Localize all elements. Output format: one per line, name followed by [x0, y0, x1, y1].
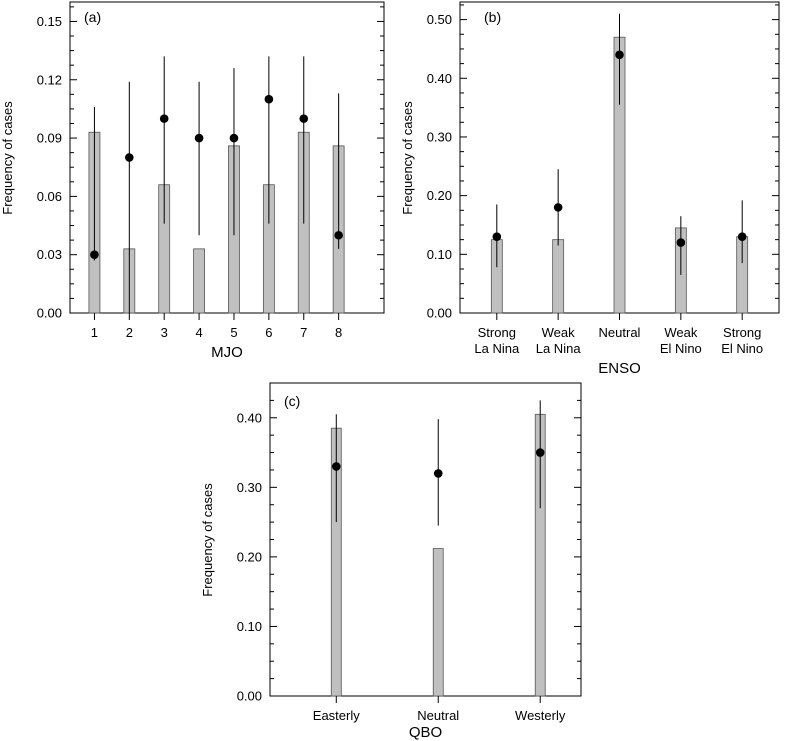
x-tick-label: 2: [126, 325, 133, 340]
y-axis-label: Frequency of cases: [400, 101, 415, 215]
y-tick-label: 0.30: [427, 129, 452, 144]
data-point: [331, 462, 341, 471]
x-tick-label: Easterly: [313, 708, 360, 723]
data-point: [676, 238, 686, 247]
panel-label: (b): [484, 9, 501, 25]
data-point: [229, 133, 239, 143]
x-tick-label: Neutral: [599, 325, 641, 340]
y-tick-label: 0.00: [427, 306, 452, 321]
panel-a-mjo: 0.00 0.03 0.06 0.09 0.12 0.15 Frequency of cas…: [0, 1, 385, 361]
panel-b-enso: 0.00 0.10 0.20 0.30 0.40 0.50 Frequency of cas…: [400, 1, 780, 377]
x-tick-label: Weak La Nina: [536, 325, 582, 356]
y-tick-label: 0.20: [427, 188, 452, 203]
panel-label: (a): [84, 9, 101, 25]
x-tick-label: 3: [161, 325, 168, 340]
plot-frame: [269, 382, 582, 697]
y-tick-label: 0.40: [427, 71, 452, 86]
y-tick-label: 0.12: [37, 72, 62, 87]
x-tick-label: Neutral: [417, 708, 459, 723]
x-tick-label: Weak El Nino: [660, 325, 702, 356]
y-axis-label: Frequency of cases: [0, 101, 15, 215]
x-tick-label: 7: [300, 325, 307, 340]
data-point: [553, 203, 563, 212]
x-tick-label: 8: [335, 325, 342, 340]
bar: [432, 548, 444, 697]
bar: [193, 248, 205, 314]
plot-frame: [69, 1, 385, 314]
x-tick-label: 6: [265, 325, 272, 340]
data-point: [535, 448, 545, 457]
data-point: [90, 250, 99, 259]
bar: [552, 239, 565, 314]
panel-c-qbo: 0.00 0.10 0.20 0.30 0.40 Frequency of cases (c…: [200, 382, 582, 741]
data-point: [264, 94, 274, 104]
y-tick-label: 0.30: [237, 480, 262, 495]
data-point: [492, 232, 502, 242]
x-tick-label: Westerly: [515, 708, 566, 723]
x-axis-label: ENSO: [598, 360, 641, 377]
x-tick-label: Strong La Nina: [474, 325, 520, 356]
data-point: [194, 133, 204, 143]
x-axis-label: QBO: [409, 724, 442, 741]
y-tick-label: 0.40: [237, 410, 262, 425]
y-tick-label: 0.20: [237, 549, 262, 564]
y-tick-label: 0.10: [427, 247, 452, 262]
data-point: [125, 153, 134, 162]
data-point: [159, 114, 169, 123]
y-tick-label: 0.50: [427, 12, 452, 27]
panel-label: (c): [284, 393, 300, 409]
data-point: [433, 469, 443, 478]
y-tick-label: 0.06: [37, 189, 62, 204]
x-tick-label: 4: [195, 325, 202, 340]
x-axis-label: MJO: [211, 344, 243, 361]
y-tick-label: 0.10: [237, 619, 262, 634]
data-point: [299, 114, 309, 123]
y-axis-label: Frequency of cases: [200, 483, 215, 597]
y-tick-label: 0.09: [37, 131, 62, 146]
y-tick-label: 0.00: [237, 689, 262, 704]
data-point: [334, 230, 343, 240]
data-point: [615, 50, 624, 60]
y-tick-label: 0.15: [37, 14, 62, 29]
y-tick-label: 0.03: [37, 247, 62, 262]
x-tick-label: 5: [230, 325, 237, 340]
y-tick-label: 0.00: [37, 306, 62, 321]
x-tick-label: 1: [91, 325, 98, 340]
x-tick-label: Strong El Nino: [721, 325, 763, 356]
data-point: [737, 232, 747, 242]
